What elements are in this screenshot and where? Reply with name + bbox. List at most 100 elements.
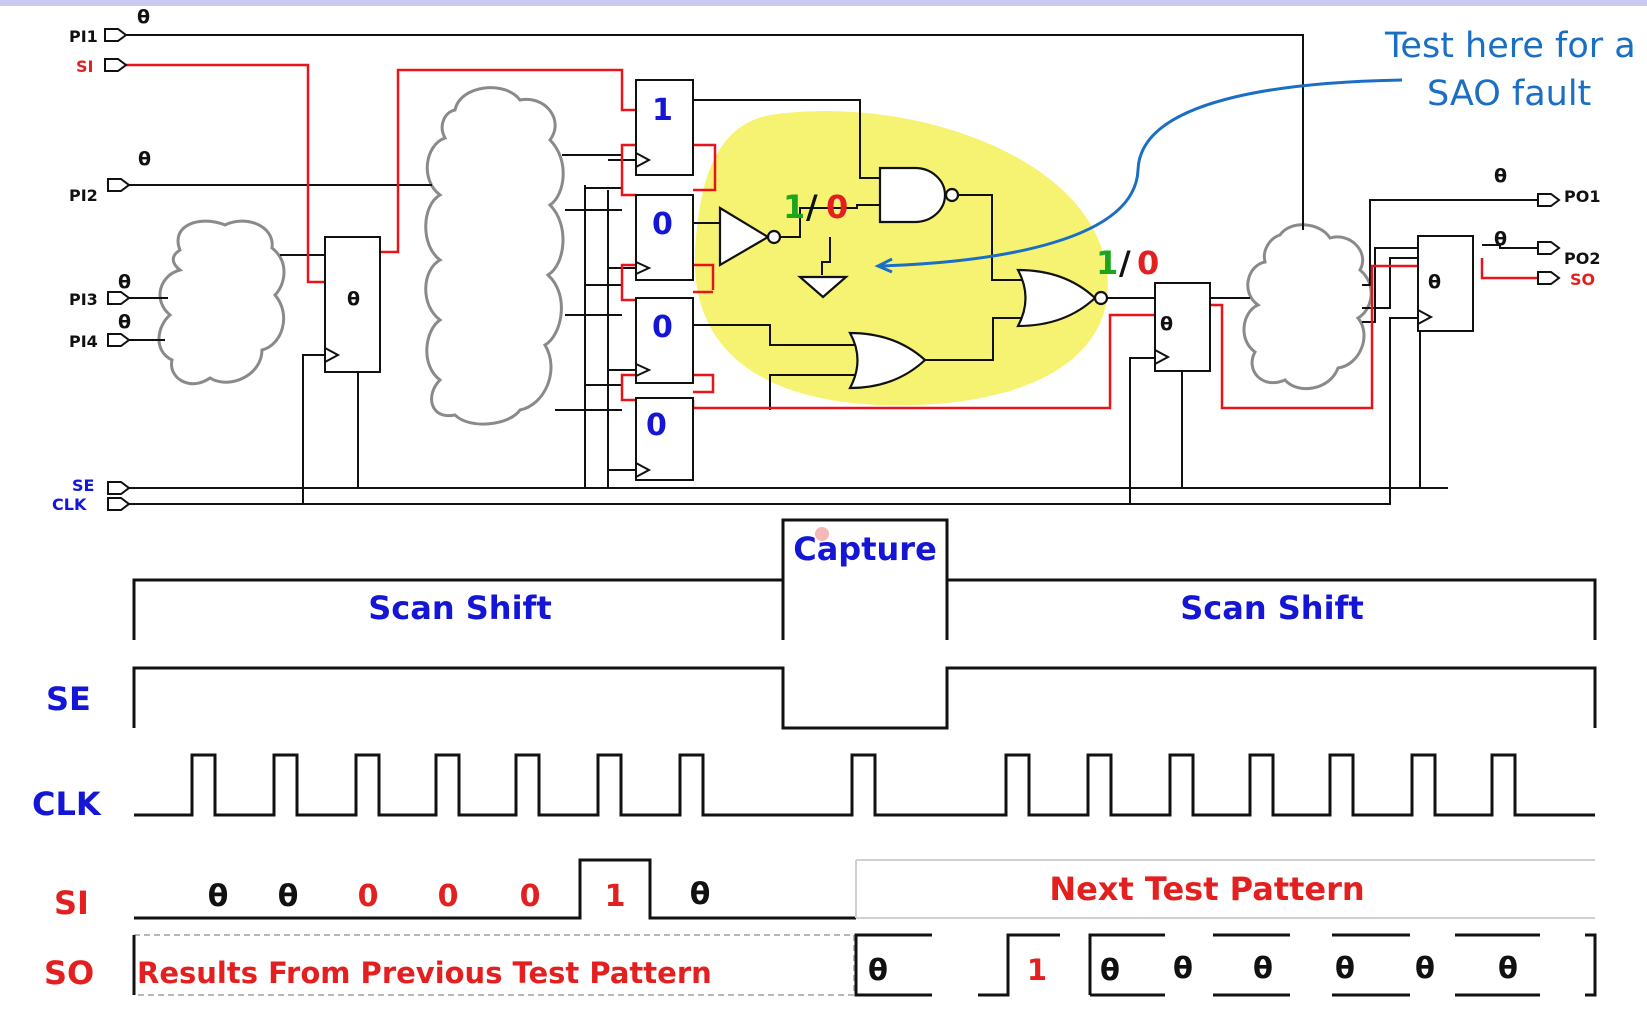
so-output-label: SO (1570, 270, 1595, 289)
po1-label: PO1 (1564, 187, 1600, 206)
theta-ff-so: θ (1428, 271, 1441, 293)
theta-pi1: θ (137, 6, 150, 28)
si-port (104, 58, 128, 72)
so-value-1: θ (868, 953, 888, 987)
pi2-port (107, 178, 131, 192)
annotation-line-1: Test here for a (1384, 26, 1636, 66)
inverter-bubble (766, 229, 782, 245)
si-value-3: 0 (358, 879, 379, 914)
theta-pi3: θ (118, 271, 131, 293)
nor-bubble (1093, 290, 1109, 306)
theta-pi2: θ (138, 148, 151, 170)
pi2-label: PI2 (69, 186, 98, 205)
theta-ff-left: θ (347, 288, 360, 310)
timing-waveforms (132, 518, 1597, 920)
fault-highlight-region (694, 110, 1108, 406)
so-value-6: θ (1335, 951, 1355, 985)
theta-ff-right: θ (1160, 313, 1173, 335)
capture-label: Capture (793, 530, 937, 568)
pi1-port (104, 28, 128, 42)
annotation-line-2: SAO fault (1427, 74, 1591, 114)
si-value-6: 1 (605, 879, 626, 914)
scan-cell-2 (635, 194, 694, 281)
theta-po2: θ (1494, 228, 1507, 250)
nor-gate (1016, 268, 1097, 328)
output-slash: / (1119, 244, 1131, 282)
nand-bubble (944, 187, 960, 203)
si-label: SI (76, 57, 93, 76)
cursor-dot (815, 527, 829, 541)
top-bar (0, 0, 1647, 6)
so-port (1537, 271, 1561, 285)
cloud-right (1242, 223, 1373, 390)
output-good: 1 (1096, 244, 1118, 282)
nand-gate (878, 166, 947, 224)
pi1-label: PI1 (69, 27, 98, 46)
cloud-left (157, 219, 286, 386)
pi4-port (107, 333, 131, 347)
ff-so (1417, 235, 1474, 332)
so-value-3: θ (1100, 953, 1120, 987)
se-port (107, 481, 131, 495)
si-value-1: θ (208, 879, 229, 914)
po2-port (1537, 241, 1561, 255)
annotation-arrowhead (874, 257, 893, 274)
theta-pi4: θ (118, 311, 131, 333)
fault-site-faulty: 0 (826, 188, 848, 226)
scan-shift-right-label: Scan Shift (1180, 589, 1364, 627)
theta-po1: θ (1494, 165, 1507, 187)
ff-right (1154, 282, 1211, 372)
si-value-4: 0 (438, 879, 459, 914)
pi3-port (107, 291, 131, 305)
ground-symbol (797, 275, 849, 299)
si-value-5: 0 (520, 879, 541, 914)
logic-gates (718, 166, 1109, 390)
output-faulty: 0 (1137, 244, 1159, 282)
pattern-boxes (132, 859, 1595, 996)
so-value-8: θ (1498, 951, 1518, 985)
inverter-gate (718, 206, 771, 267)
scan-cell-3-value: 0 (652, 310, 673, 345)
so-value-5: θ (1253, 951, 1273, 985)
cloud-middle (424, 86, 565, 426)
si-value-2: θ (278, 879, 299, 914)
next-pattern-label: Next Test Pattern (1049, 870, 1364, 908)
fault-site-good: 1 (783, 188, 805, 226)
or-gate (848, 331, 927, 390)
clk-waveform-label: CLK (32, 785, 102, 823)
so-waveform (854, 933, 1597, 997)
ff-left (324, 236, 381, 373)
po2-label: PO2 (1564, 249, 1600, 268)
so-value-7: θ (1415, 951, 1435, 985)
si-waveform (134, 858, 856, 920)
scan-cell-4 (635, 397, 694, 481)
previous-results-label: Results From Previous Test Pattern (137, 956, 712, 990)
se-waveform-label: SE (46, 680, 91, 718)
port-arrows (104, 28, 1561, 511)
scan-shift-left-label: Scan Shift (368, 589, 552, 627)
scan-cell-1 (635, 79, 694, 176)
clk-port (107, 497, 131, 511)
po1-port (1537, 193, 1561, 207)
se-waveform (132, 666, 1597, 730)
clock-markers (324, 152, 1434, 478)
si-value-7: θ (690, 877, 711, 912)
annotation-arrow (879, 78, 1403, 268)
functional-wires (125, 34, 1540, 505)
phase-bracket (132, 518, 1597, 640)
scan-cell-4-value: 0 (646, 408, 667, 443)
clk-input-label: CLK (52, 495, 87, 514)
fault-site-slash: / (806, 188, 818, 226)
so-waveform-label: SO (44, 954, 94, 992)
si-waveform-label: SI (54, 884, 89, 922)
pi3-label: PI3 (69, 290, 98, 309)
clk-waveform (134, 753, 1595, 817)
pi4-label: PI4 (69, 332, 98, 351)
combinational-clouds (157, 86, 1373, 426)
se-input-label: SE (72, 476, 94, 495)
scan-cell-2-value: 0 (652, 207, 673, 242)
so-value-4: θ (1173, 951, 1193, 985)
scan-cell-1-value: 1 (652, 93, 673, 128)
so-value-2: 1 (1027, 953, 1047, 987)
